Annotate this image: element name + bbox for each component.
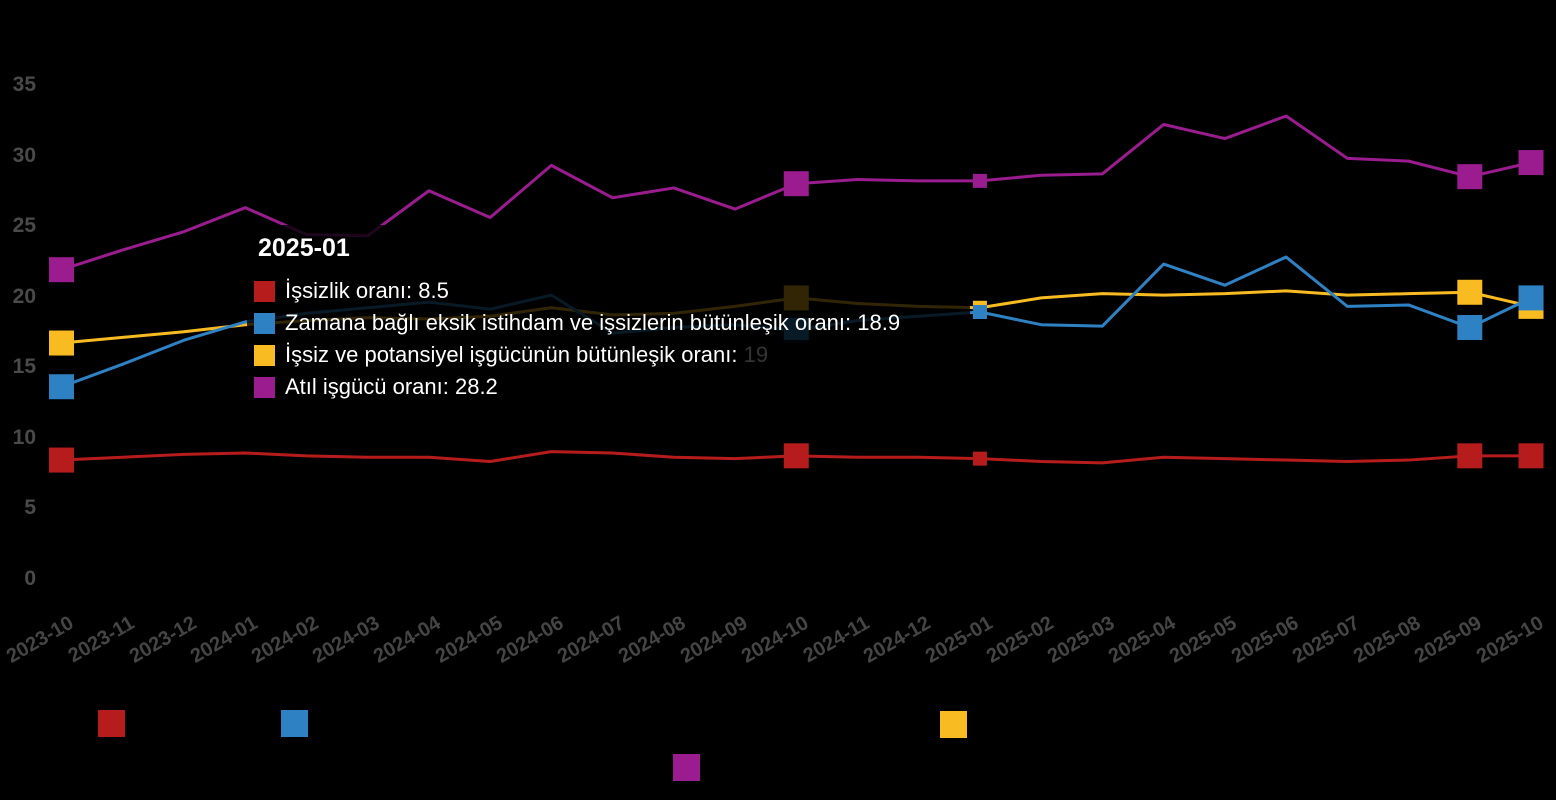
marker-time-underemployment-2025-09[interactable] (1457, 315, 1483, 341)
hover-tooltip: 2025-01 İşsizlik oranı: 8.5 Zamana bağlı… (247, 225, 970, 399)
marker-labour-slack-2024-10[interactable] (783, 171, 809, 197)
legend-label: İşsiz ve potansiyel işgücünün bütünleşik… (977, 712, 1404, 736)
tooltip-row-potential-labour: İşsiz ve potansiyel işgücünün bütünleşik… (254, 339, 970, 371)
purple-swatch-icon (254, 376, 275, 398)
marker-unemployment-2025-10[interactable] (1518, 443, 1544, 469)
legend-swatch-blue (281, 710, 308, 737)
tooltip-text: Zamana bağlı eksik istihdam ve işsizleri… (285, 310, 901, 335)
tooltip-text: İşsizlik oranı: 8.5 (285, 278, 449, 303)
tooltip-row-unemployment: İşsizlik oranı: 8.5 (254, 275, 970, 307)
tooltip-row-time-underemployment: Zamana bağlı eksik istihdam ve işsizleri… (254, 307, 970, 339)
legend-swatch-purple (673, 754, 700, 781)
legend-item-labour-slack[interactable]: Atıl işgücü oranı (673, 754, 861, 781)
legend-item-time-underemployment[interactable]: Zamana bağlı eksik istihdam ve işsizleri… (281, 710, 853, 737)
blue-swatch-icon (254, 312, 275, 334)
marker-labour-slack-2025-01[interactable] (972, 173, 987, 188)
marker-time-underemployment-2025-01[interactable] (972, 305, 987, 320)
marker-labour-slack-2025-09[interactable] (1457, 164, 1483, 190)
marker-unemployment-2023-10[interactable] (49, 447, 74, 473)
y-tick-label-25: 25 (12, 214, 36, 237)
marker-time-underemployment-2025-10[interactable] (1518, 285, 1544, 311)
y-tick-label-30: 30 (12, 143, 36, 167)
legend-swatch-red (98, 710, 125, 737)
y-tick-label-0: 0 (24, 566, 36, 590)
marker-unemployment-2024-10[interactable] (783, 443, 809, 469)
red-swatch-icon (254, 280, 275, 302)
legend-label: Zamana bağlı eksik istihdam ve işsizleri… (318, 711, 853, 735)
y-tick-label-5: 5 (24, 496, 36, 519)
legend-swatch-yellow (940, 711, 967, 738)
legend-label: İşsizlik oranı (135, 711, 251, 735)
legend-label: Atıl işgücü oranı (710, 755, 861, 779)
obscuring-patch (740, 340, 869, 370)
legend-item-potential-labour[interactable]: İşsiz ve potansiyel işgücünün bütünleşik… (940, 711, 1403, 738)
tooltip-text: Atıl işgücü oranı: 28.2 (285, 374, 498, 399)
y-tick-label-15: 15 (12, 355, 36, 378)
marker-potential-labour-2023-10[interactable] (49, 330, 74, 356)
tooltip-date: 2025-01 (258, 234, 350, 262)
marker-labour-slack-2023-10[interactable] (49, 257, 74, 283)
y-tick-label-10: 10 (12, 425, 36, 449)
y-tick-label-20: 20 (12, 284, 36, 308)
marker-labour-slack-2025-10[interactable] (1518, 150, 1544, 176)
tooltip-row-labour-slack: Atıl işgücü oranı: 28.2 (254, 371, 970, 403)
tooltip-text: İşsiz ve potansiyel işgücünün bütünleşik… (285, 342, 769, 367)
y-tick-label-35: 35 (12, 73, 36, 96)
marker-unemployment-2025-09[interactable] (1457, 443, 1483, 469)
marker-time-underemployment-2023-10[interactable] (49, 374, 74, 400)
marker-potential-labour-2025-09[interactable] (1457, 279, 1483, 305)
legend-item-unemployment[interactable]: İşsizlik oranı (98, 710, 251, 737)
marker-unemployment-2025-01[interactable] (972, 451, 987, 466)
yellow-swatch-icon (254, 344, 275, 366)
